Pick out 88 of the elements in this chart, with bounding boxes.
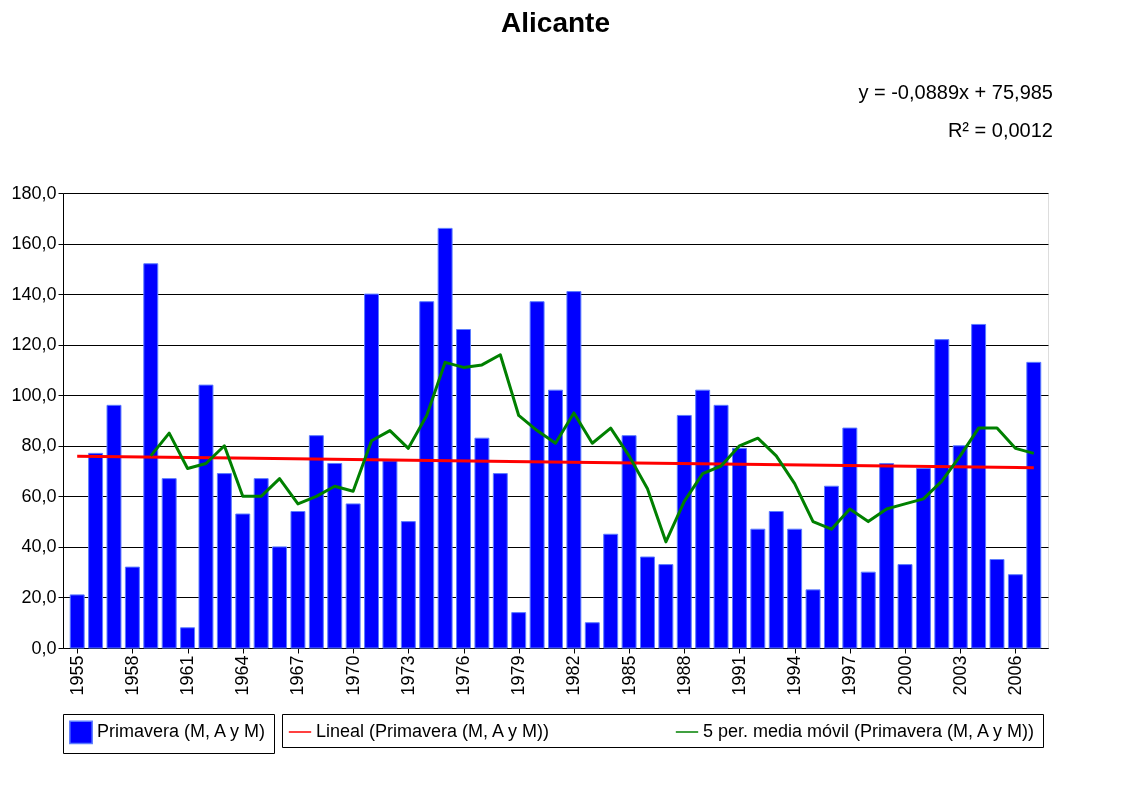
y-tick-label: 60,0 xyxy=(21,485,57,506)
x-tick-label: 1997 xyxy=(839,655,860,696)
bar xyxy=(382,460,398,649)
y-tick-label: 80,0 xyxy=(21,435,57,456)
line-series xyxy=(149,353,1036,544)
bar xyxy=(253,478,269,649)
x-tick-label: 2003 xyxy=(949,655,970,696)
bar xyxy=(161,478,177,649)
bar xyxy=(69,594,85,649)
y-tick-label: 20,0 xyxy=(21,586,57,607)
x-tick-label: 1991 xyxy=(728,655,749,696)
y-tick-label: 0,0 xyxy=(31,637,57,658)
x-tick-label: 1976 xyxy=(453,655,474,696)
bar xyxy=(584,622,600,649)
legend-label: 5 per. media móvil (Primavera (M, A y M)) xyxy=(703,721,1035,741)
bar xyxy=(658,564,674,649)
bar xyxy=(400,521,416,649)
bar xyxy=(676,414,692,649)
legend-label: Primavera (M, A y M) xyxy=(97,721,266,742)
bar xyxy=(345,503,361,649)
x-tick-label: 1970 xyxy=(342,655,363,696)
bar xyxy=(272,546,288,649)
bar xyxy=(1007,574,1023,649)
bar xyxy=(787,528,803,649)
bar xyxy=(842,427,858,649)
x-tick-label: 1967 xyxy=(287,655,308,696)
bar xyxy=(640,556,655,649)
x-tick-label: 1973 xyxy=(397,655,418,696)
bar xyxy=(915,468,931,649)
y-tick-label: 140,0 xyxy=(11,283,57,304)
bar xyxy=(474,437,490,649)
bar xyxy=(603,533,619,649)
bar xyxy=(88,452,104,649)
bar xyxy=(143,263,159,649)
bar xyxy=(566,291,582,649)
bar xyxy=(805,589,821,649)
x-tick-label: 1964 xyxy=(232,655,253,696)
bar xyxy=(235,513,251,649)
bar xyxy=(180,627,196,649)
bar xyxy=(879,462,895,649)
y-tick-label: 160,0 xyxy=(11,233,57,254)
x-tick-label: 2006 xyxy=(1004,655,1025,696)
bar xyxy=(952,445,968,649)
y-tick-label: 120,0 xyxy=(11,334,57,355)
y-tick-label: 100,0 xyxy=(11,384,57,405)
bar xyxy=(768,511,784,649)
bar xyxy=(511,612,527,649)
bar xyxy=(823,485,839,649)
bar xyxy=(492,473,508,649)
x-tick-label: 1958 xyxy=(121,655,142,696)
chart-title: Alicante xyxy=(501,7,610,38)
bar xyxy=(529,301,545,649)
bar xyxy=(364,293,380,649)
bar xyxy=(106,404,122,649)
text: y = -0,0889x + 75,985 xyxy=(858,81,1053,103)
y-tick-label: 40,0 xyxy=(21,536,57,557)
bar xyxy=(989,559,1005,649)
bar xyxy=(860,571,876,649)
x-tick-label: 1961 xyxy=(177,655,198,696)
x-tick-label: 1988 xyxy=(673,655,694,696)
bar xyxy=(548,389,563,649)
legend-label: Lineal (Primavera (M, A y M)) xyxy=(316,721,550,741)
bar xyxy=(695,389,711,649)
x-tick-label: 1994 xyxy=(784,655,805,696)
bar xyxy=(308,435,324,649)
bar xyxy=(897,564,913,649)
bar xyxy=(621,435,637,649)
bar xyxy=(124,566,140,649)
bar xyxy=(437,227,453,649)
y-tick-label: 180,0 xyxy=(11,182,57,203)
x-tick-label: 1985 xyxy=(618,655,639,696)
x-tick-label: 1982 xyxy=(563,655,584,696)
bar xyxy=(934,339,950,649)
bar xyxy=(419,301,435,649)
bar xyxy=(216,473,232,649)
bar xyxy=(290,511,306,649)
bar xyxy=(750,528,766,649)
bar xyxy=(198,384,214,649)
bar xyxy=(327,462,343,649)
bar xyxy=(456,329,471,649)
bar xyxy=(731,447,747,649)
x-tick-label: 1979 xyxy=(508,655,529,696)
x-tick-label: 1955 xyxy=(66,655,87,696)
bar xyxy=(1026,361,1042,649)
x-tick-label: 2000 xyxy=(894,655,915,696)
bar xyxy=(971,323,987,649)
text: R² = 0,0012 xyxy=(947,119,1053,141)
bar xyxy=(713,404,729,649)
